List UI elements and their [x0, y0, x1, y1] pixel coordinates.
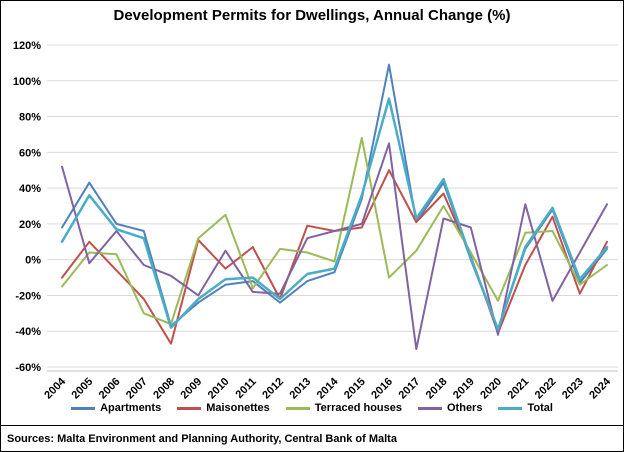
sources-bar: Sources: Malta Environment and Planning …	[1, 426, 623, 451]
chart-title: Development Permits for Dwellings, Annua…	[113, 7, 511, 24]
legend-label: Total	[527, 402, 553, 414]
x-axis-year-label: 2010	[206, 376, 232, 402]
x-axis-year-label: 2023	[560, 376, 586, 402]
x-axis-year-label: 2005	[70, 376, 96, 402]
x-axis-year-label: 2016	[369, 376, 395, 402]
y-axis-tick-label: -20%	[15, 290, 41, 302]
x-axis-year-label: 2007	[124, 376, 150, 402]
x-axis-year-label: 2019	[451, 376, 477, 402]
chart-plot: 120%100%80%60%40%20%0%-20%-40%-60%2004 20…	[13, 40, 618, 402]
y-axis-tick-label: 0%	[25, 255, 41, 267]
legend-line-swatch	[71, 406, 96, 410]
legend-label: Terraced houses	[314, 402, 402, 414]
legend-label: Apartments	[100, 402, 162, 414]
x-axis-year-label: 2011	[234, 376, 259, 401]
x-axis-year-label: 2020	[478, 376, 504, 402]
legend-item-total: Total	[498, 402, 553, 414]
legend-item-maisonettes: Maisonettes	[177, 402, 270, 414]
y-axis-tick-label: 100%	[13, 76, 41, 88]
y-axis-tick-label: 120%	[13, 40, 41, 52]
x-axis-year-label: 2004	[42, 375, 68, 401]
x-axis-year-label: 2013	[288, 376, 314, 402]
legend-line-swatch	[177, 406, 202, 410]
chart-legend: Apartments Maisonettes Terraced houses Othe…	[1, 402, 623, 414]
x-axis-year-label: 2022	[533, 376, 559, 402]
x-axis-year-label: 2009	[179, 376, 205, 402]
x-axis-year-label: 2008	[151, 376, 177, 402]
x-axis-year-label: 2021	[506, 376, 532, 402]
legend-line-swatch	[418, 406, 442, 410]
series-line-apartments	[61, 63, 608, 331]
series-line-total	[60, 97, 609, 331]
legend-item-others: Others	[418, 402, 482, 414]
chart-area: Development Permits for Dwellings, Annua…	[1, 1, 623, 426]
x-axis-year-label: 2015	[342, 376, 368, 402]
y-axis-tick-label: -40%	[15, 326, 41, 338]
legend-item-apartments: Apartments	[71, 402, 161, 414]
sources-note: Sources: Malta Environment and Planning …	[7, 432, 397, 445]
legend-line-swatch	[498, 406, 523, 410]
y-axis-tick-label: -60%	[15, 362, 41, 374]
legend-line-swatch	[285, 406, 310, 410]
y-axis-tick-label: 80%	[19, 112, 41, 124]
x-axis-year-label: 2018	[424, 376, 450, 402]
x-axis-year-label: 2012	[260, 376, 286, 402]
x-axis-year-label: 2017	[397, 376, 423, 402]
series-line-terraced-houses	[61, 137, 608, 326]
legend-item-terraced-houses: Terraced houses	[285, 402, 402, 414]
legend-label: Others	[447, 402, 483, 414]
legend-label: Maisonettes	[206, 402, 270, 414]
x-axis-year-label: 2006	[97, 376, 123, 402]
y-axis-tick-label: 20%	[19, 219, 41, 231]
y-axis-tick-label: 40%	[19, 183, 41, 195]
x-axis-year-label: 2014	[315, 375, 341, 401]
y-axis-tick-label: 60%	[19, 147, 41, 159]
x-axis-year-label: 2024	[587, 375, 613, 401]
